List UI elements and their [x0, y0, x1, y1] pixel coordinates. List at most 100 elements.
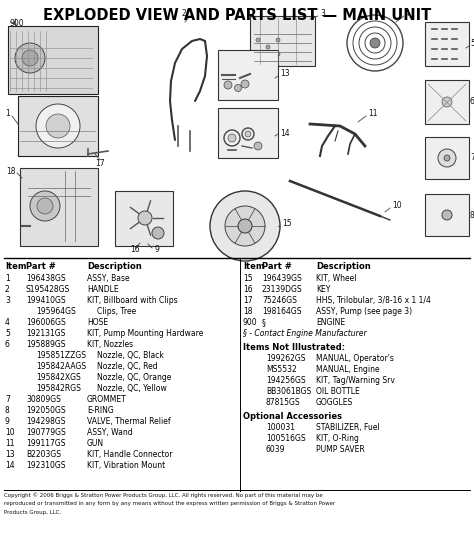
- Bar: [20, 168, 98, 246]
- Circle shape: [152, 227, 164, 239]
- Circle shape: [22, 50, 38, 66]
- Text: 196006GS: 196006GS: [26, 318, 66, 327]
- Text: PUMP SAVER: PUMP SAVER: [316, 445, 365, 454]
- Text: 192050GS: 192050GS: [26, 406, 65, 415]
- Text: GOGGLES: GOGGLES: [316, 398, 353, 407]
- Text: 6039: 6039: [266, 445, 285, 454]
- Bar: [8, 26, 98, 94]
- Text: KIT, Pump Mounting Hardware: KIT, Pump Mounting Hardware: [87, 329, 203, 338]
- Text: 8: 8: [470, 211, 474, 219]
- Text: KEY: KEY: [316, 285, 330, 294]
- Circle shape: [276, 52, 280, 56]
- Text: 195851ZZGS: 195851ZZGS: [36, 351, 86, 360]
- Text: 13: 13: [280, 69, 290, 79]
- Text: 194298GS: 194298GS: [26, 417, 65, 426]
- Text: 199262GS: 199262GS: [266, 354, 306, 363]
- Bar: [115, 191, 173, 246]
- Text: ENGINE: ENGINE: [316, 318, 345, 327]
- Text: 1: 1: [5, 110, 10, 118]
- Text: KIT, Vibration Mount: KIT, Vibration Mount: [87, 461, 165, 470]
- Text: 195842AAGS: 195842AAGS: [36, 362, 86, 371]
- Text: GROMMET: GROMMET: [87, 395, 127, 404]
- Circle shape: [225, 206, 265, 246]
- Text: 195842RGS: 195842RGS: [36, 384, 81, 393]
- Text: Description: Description: [87, 262, 142, 271]
- Text: 18: 18: [7, 167, 16, 175]
- Text: 15: 15: [282, 219, 292, 228]
- Text: EXPLODED VIEW AND PARTS LIST — MAIN UNIT: EXPLODED VIEW AND PARTS LIST — MAIN UNIT: [43, 8, 431, 23]
- Text: 198164GS: 198164GS: [262, 307, 301, 316]
- Text: GUN: GUN: [87, 439, 104, 448]
- Text: Optional Accessories: Optional Accessories: [243, 412, 342, 421]
- Bar: [425, 22, 469, 66]
- Text: Part #: Part #: [26, 262, 56, 271]
- Text: 30809GS: 30809GS: [26, 395, 61, 404]
- Circle shape: [238, 219, 252, 233]
- Bar: [425, 194, 469, 236]
- Text: 192131GS: 192131GS: [26, 329, 65, 338]
- Text: 199117GS: 199117GS: [26, 439, 65, 448]
- Circle shape: [370, 38, 380, 48]
- Text: 11: 11: [368, 110, 377, 118]
- Circle shape: [241, 80, 249, 88]
- Text: Products Group, LLC.: Products Group, LLC.: [4, 510, 61, 515]
- Text: Item: Item: [243, 262, 264, 271]
- Text: 3: 3: [320, 9, 325, 19]
- Text: STABILIZER, Fuel: STABILIZER, Fuel: [316, 423, 380, 432]
- Text: Nozzle, QC, Black: Nozzle, QC, Black: [97, 351, 164, 360]
- Text: 9: 9: [5, 417, 10, 426]
- Text: 7: 7: [5, 395, 10, 404]
- Text: Nozzle, QC, Yellow: Nozzle, QC, Yellow: [97, 384, 167, 393]
- Circle shape: [438, 149, 456, 167]
- Circle shape: [36, 104, 80, 148]
- Text: reproduced or transmitted in any form by any means without the express written p: reproduced or transmitted in any form by…: [4, 501, 335, 506]
- Bar: [18, 96, 98, 156]
- Text: 900: 900: [243, 318, 258, 327]
- Circle shape: [46, 114, 70, 138]
- Text: 196439GS: 196439GS: [262, 274, 302, 283]
- Text: 9: 9: [155, 246, 160, 254]
- Text: 100516GS: 100516GS: [266, 434, 306, 443]
- Text: 2: 2: [5, 285, 10, 294]
- Text: 196438GS: 196438GS: [26, 274, 65, 283]
- Text: 11: 11: [5, 439, 15, 448]
- Text: KIT, Billboard with Clips: KIT, Billboard with Clips: [87, 296, 178, 305]
- Circle shape: [15, 43, 45, 73]
- Text: KIT, Tag/Warning Srv: KIT, Tag/Warning Srv: [316, 376, 395, 385]
- Text: 10: 10: [5, 428, 15, 437]
- Text: 14: 14: [280, 128, 290, 138]
- Circle shape: [210, 191, 280, 261]
- Text: 4: 4: [405, 9, 410, 19]
- Text: Items Not Illustrated:: Items Not Illustrated:: [243, 343, 345, 352]
- Text: 194256GS: 194256GS: [266, 376, 306, 385]
- Text: 10: 10: [392, 201, 401, 211]
- Circle shape: [254, 142, 262, 150]
- Text: § - Contact Engine Manufacturer: § - Contact Engine Manufacturer: [243, 329, 366, 338]
- Circle shape: [228, 134, 236, 142]
- Text: HANDLE: HANDLE: [87, 285, 118, 294]
- Text: HOSE: HOSE: [87, 318, 108, 327]
- Text: Description: Description: [316, 262, 371, 271]
- Text: ASSY, Base: ASSY, Base: [87, 274, 129, 283]
- Text: 18: 18: [243, 307, 253, 316]
- Text: Item: Item: [5, 262, 27, 271]
- Text: B2203GS: B2203GS: [26, 450, 61, 459]
- Text: 5: 5: [5, 329, 10, 338]
- Text: HHS, Trilobular, 3/8-16 x 1 1/4: HHS, Trilobular, 3/8-16 x 1 1/4: [316, 296, 431, 305]
- Text: Nozzle, QC, Red: Nozzle, QC, Red: [97, 362, 158, 371]
- Circle shape: [276, 38, 280, 42]
- Text: 8: 8: [5, 406, 10, 415]
- Text: BB3061BGS: BB3061BGS: [266, 387, 311, 396]
- Text: Nozzle, QC, Orange: Nozzle, QC, Orange: [97, 373, 172, 382]
- Circle shape: [442, 210, 452, 220]
- Bar: [218, 50, 278, 100]
- Text: 16: 16: [130, 246, 140, 254]
- Bar: [425, 80, 469, 124]
- Text: Copyright © 2006 Briggs & Stratton Power Products Group, LLC. All rights reserve: Copyright © 2006 Briggs & Stratton Power…: [4, 492, 323, 497]
- Text: 2: 2: [182, 9, 187, 19]
- Circle shape: [442, 97, 452, 107]
- Text: 192310GS: 192310GS: [26, 461, 65, 470]
- Text: 16: 16: [243, 285, 253, 294]
- Text: 900: 900: [10, 20, 25, 28]
- Text: Part #: Part #: [262, 262, 292, 271]
